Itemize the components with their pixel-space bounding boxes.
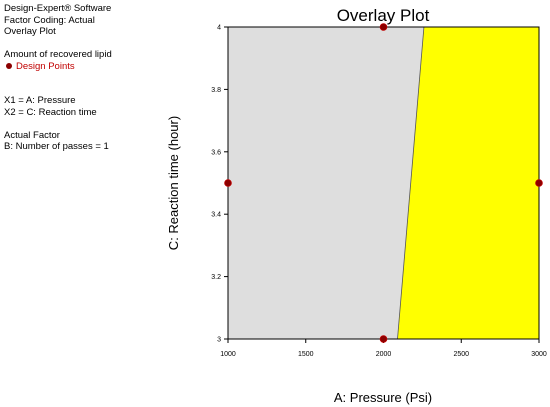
y-tick-label: 3.8 [211,87,221,94]
response-label: Amount of recovered lipid [4,49,112,60]
x-tick-label: 1000 [220,351,236,358]
region-boundary [397,26,425,340]
x2-label: X2 = C: Reaction time [4,106,97,118]
y-axis: 3 3.2 3.4 3.6 3.8 4 [211,25,228,344]
design-points [224,23,543,343]
design-point [535,179,543,187]
actual-factor-value: B: Number of passes = 1 [4,141,109,152]
x-tick-label: 2000 [376,351,392,358]
design-point [379,23,388,31]
design-point [224,179,232,187]
x-tick-label: 3000 [531,351,547,358]
y-tick-label: 3.2 [211,274,221,281]
y-tick-label: 3.4 [211,212,221,219]
legend-label: Design Points [16,60,75,72]
plot-kind-label: Overlay Plot [4,26,56,37]
chart-title: Overlay Plot [337,6,430,25]
x-axis-label: A: Pressure (Psi) [334,390,432,405]
feasible-region [397,27,539,339]
y-tick-label: 4 [217,25,221,32]
design-point [379,335,388,343]
info-panel: Design-Expert® Software Factor Coding: A… [4,3,112,153]
software-label: Design-Expert® Software [4,3,112,14]
legend-entry: Design Points [4,61,112,73]
design-point-icon [6,62,12,69]
y-tick-label: 3.6 [211,149,221,156]
x1-label: X1 = A: Pressure [4,95,76,106]
y-axis-label: C: Reaction time (hour) [166,116,181,250]
actual-factor-title: Actual Factor [4,129,60,141]
coding-label: Factor Coding: Actual [4,14,95,26]
x-tick-label: 1500 [298,351,314,358]
infeasible-region [228,27,424,339]
y-tick-label: 3 [217,337,221,344]
x-tick-label: 2500 [453,351,469,358]
